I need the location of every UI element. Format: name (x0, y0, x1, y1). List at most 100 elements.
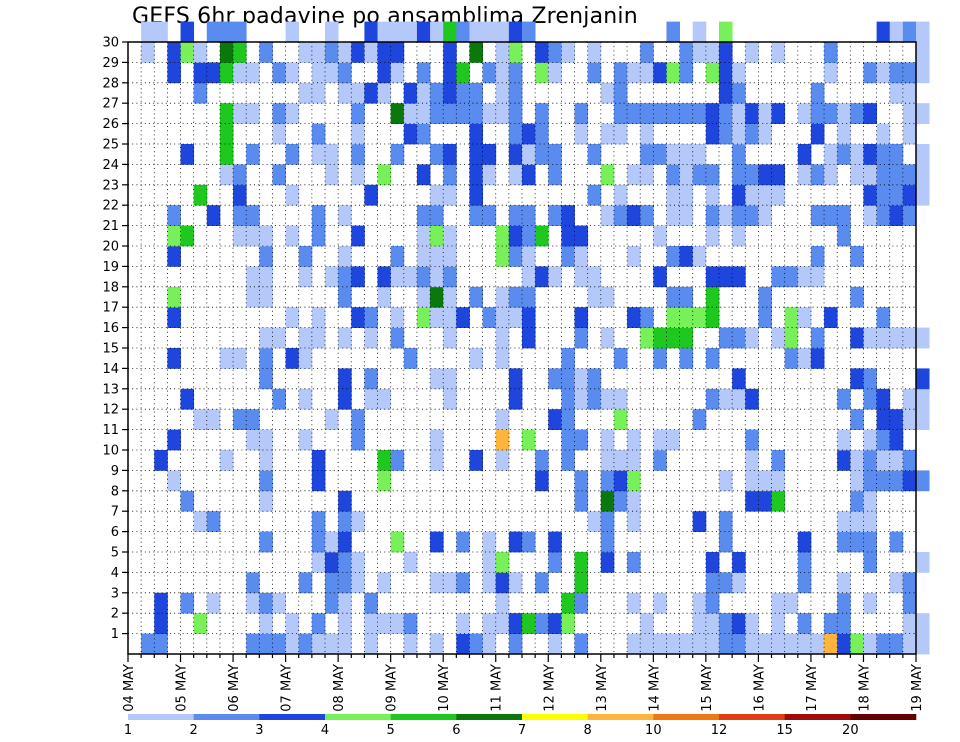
x-tick-label: 10 MAY (437, 664, 452, 712)
heatmap-cell (259, 633, 273, 655)
heatmap-cell (377, 21, 392, 43)
heatmap-cell (535, 123, 549, 145)
heatmap-cell (180, 490, 195, 512)
heatmap-cell (837, 225, 851, 247)
heatmap-cell (600, 470, 615, 492)
heatmap-cell (325, 144, 339, 165)
heatmap-cell (298, 388, 313, 410)
heatmap-cell (837, 531, 851, 553)
heatmap-cell (469, 21, 483, 43)
heatmap-cell (508, 286, 523, 308)
heatmap-cell (666, 307, 680, 328)
heatmap-cell (837, 205, 851, 226)
heatmap-cell (863, 62, 877, 84)
heatmap-cell (233, 348, 247, 369)
heatmap-cell (482, 21, 497, 43)
heatmap-cell (430, 572, 444, 594)
heatmap-cell (784, 266, 799, 288)
heatmap-cell (863, 531, 877, 553)
heatmap-cell (784, 307, 799, 328)
heatmap-cell (863, 164, 877, 186)
heatmap-cell (902, 164, 917, 186)
colorbar-label: 4 (321, 723, 329, 738)
heatmap-cell (719, 266, 733, 288)
heatmap-cell (377, 286, 392, 308)
heatmap-cell (430, 225, 444, 247)
heatmap-cell (810, 164, 825, 186)
x-tick-label: 17 MAY (805, 664, 820, 712)
heatmap-cell (219, 450, 234, 471)
heatmap-cell (916, 388, 930, 410)
heatmap-cell (430, 450, 444, 471)
heatmap-cell (154, 450, 168, 471)
cells-layer (141, 21, 930, 655)
heatmap-cell (902, 62, 917, 84)
heatmap-cell (219, 164, 234, 186)
heatmap-cell (732, 62, 746, 84)
heatmap-cell (259, 266, 273, 288)
heatmap-cell (771, 42, 786, 63)
heatmap-cell (311, 327, 326, 349)
heatmap-cell (745, 103, 759, 124)
heatmap-cell (916, 21, 930, 43)
heatmap-cell (206, 62, 221, 84)
heatmap-cell (495, 592, 510, 614)
heatmap-cell (508, 613, 523, 634)
heatmap-cell (758, 286, 772, 308)
heatmap-cell (272, 62, 286, 84)
heatmap-cell (574, 552, 589, 573)
heatmap-cell (325, 164, 339, 186)
heatmap-cell (889, 450, 904, 471)
colorbar-segment (325, 714, 391, 720)
heatmap-cell (876, 205, 891, 226)
heatmap-cell (298, 246, 313, 267)
heatmap-cell (863, 388, 877, 410)
heatmap-cell (482, 572, 497, 594)
heatmap-cell (613, 205, 628, 226)
heatmap-cell (600, 450, 615, 471)
heatmap-cell (692, 409, 707, 430)
heatmap-cell (456, 21, 470, 43)
heatmap-cell (416, 307, 431, 328)
heatmap-cell (837, 613, 851, 634)
heatmap-cell (810, 103, 825, 124)
heatmap-cell (561, 225, 575, 247)
heatmap-cell (863, 592, 877, 614)
heatmap-cell (351, 144, 365, 165)
heatmap-cell (561, 592, 575, 614)
heatmap-cell (154, 613, 168, 634)
heatmap-cell (653, 450, 667, 471)
heatmap-cell (824, 633, 838, 655)
heatmap-cell (876, 164, 891, 186)
heatmap-cell (154, 633, 168, 655)
heatmap-cell (876, 327, 891, 349)
heatmap-cell (548, 42, 562, 63)
heatmap-cell (246, 205, 260, 226)
heatmap-cell (469, 184, 483, 206)
heatmap-cell (640, 103, 654, 124)
heatmap-cell (771, 613, 786, 634)
heatmap-cell (508, 123, 523, 145)
heatmap-cell (653, 592, 667, 614)
heatmap-cell (338, 42, 352, 63)
heatmap-cell (837, 388, 851, 410)
heatmap-cell (850, 164, 864, 186)
x-tick-label: 18 MAY (857, 664, 872, 712)
heatmap-cell (850, 246, 864, 267)
heatmap-cell (810, 205, 825, 226)
heatmap-cell (850, 490, 864, 512)
heatmap-cell (233, 409, 247, 430)
heatmap-cell (640, 613, 654, 634)
heatmap-cell (246, 144, 260, 165)
heatmap-cell (416, 286, 431, 308)
heatmap-cell (443, 164, 457, 186)
heatmap-cell (679, 327, 694, 349)
heatmap-cell (456, 613, 470, 634)
heatmap-cell (587, 286, 602, 308)
heatmap-cell (390, 246, 405, 267)
heatmap-cell (535, 144, 549, 165)
heatmap-cell (784, 633, 799, 655)
heatmap-cell (797, 572, 812, 594)
colorbar-segment (784, 714, 851, 720)
